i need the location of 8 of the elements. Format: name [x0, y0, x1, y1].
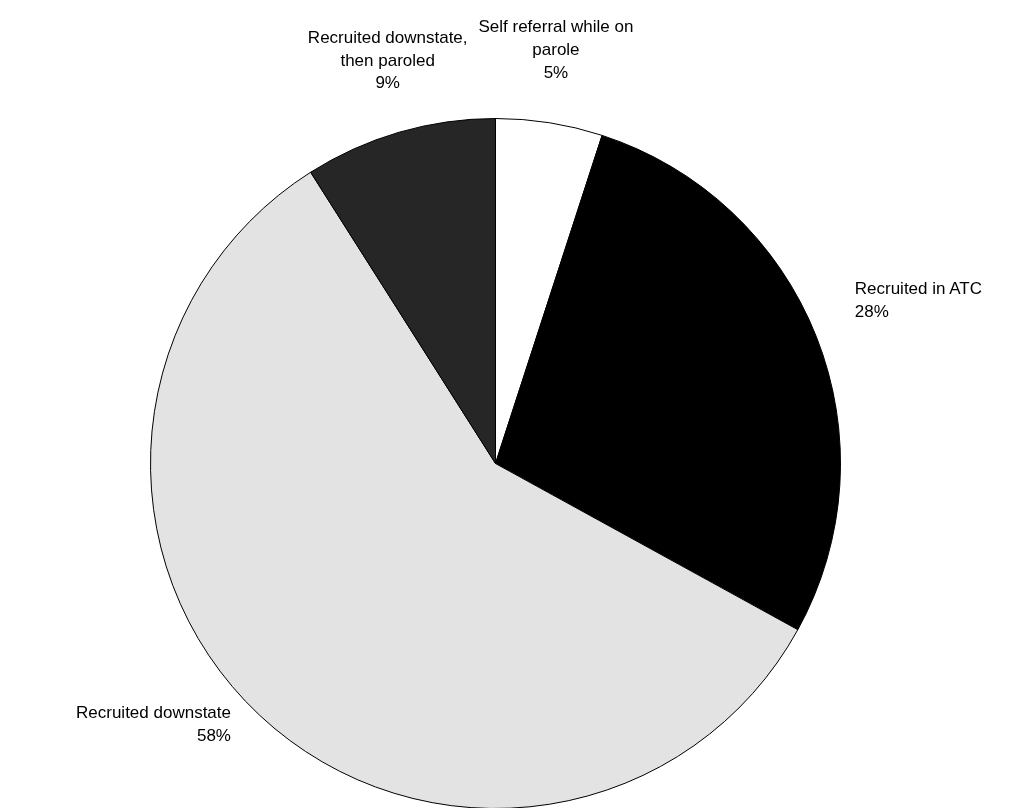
data-label: 28%	[854, 302, 889, 322]
slice-label: Recruited downstate, then paroled	[307, 27, 468, 70]
data-label: 58%	[196, 726, 231, 746]
slice-label: Recruited downstate	[76, 703, 231, 723]
slice-label: Recruited in ATC	[854, 279, 982, 299]
slice-label: Self referral while on parole	[478, 17, 634, 60]
data-label: 9%	[375, 73, 400, 93]
data-label: 5%	[543, 62, 569, 82]
